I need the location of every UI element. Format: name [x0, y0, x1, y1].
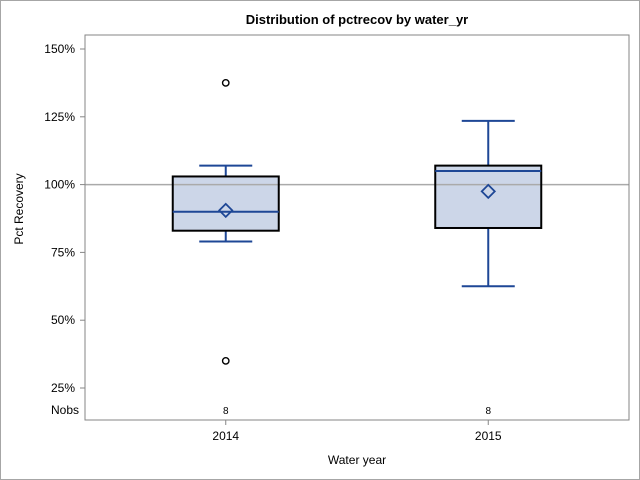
x-tick-label: 2015 [475, 429, 502, 443]
y-tick-label: 75% [51, 245, 75, 259]
nobs-value: 8 [485, 406, 491, 417]
y-tick-label: 100% [44, 178, 75, 192]
outlier-point [221, 79, 230, 87]
chart-title: Distribution of pctrecov by water_yr [245, 12, 469, 27]
y-tick-label: 125% [44, 110, 75, 124]
y-tick-label: 25% [51, 381, 75, 395]
outlier-point [221, 356, 230, 365]
x-axis-label: Water year [327, 453, 387, 467]
nobs-value: 8 [223, 406, 229, 417]
y-tick-label: 150% [44, 42, 75, 56]
mean-diamond [480, 183, 497, 200]
box-2015 [434, 164, 543, 229]
nobs-row-label: Nobs [50, 403, 79, 417]
box-2014 [171, 175, 280, 232]
mean-diamond [217, 202, 234, 219]
y-tick-label: 50% [51, 313, 75, 327]
y-axis-label: Pct Recovery [12, 173, 26, 245]
x-tick-label: 2014 [212, 429, 239, 443]
plot-frame [84, 34, 630, 421]
